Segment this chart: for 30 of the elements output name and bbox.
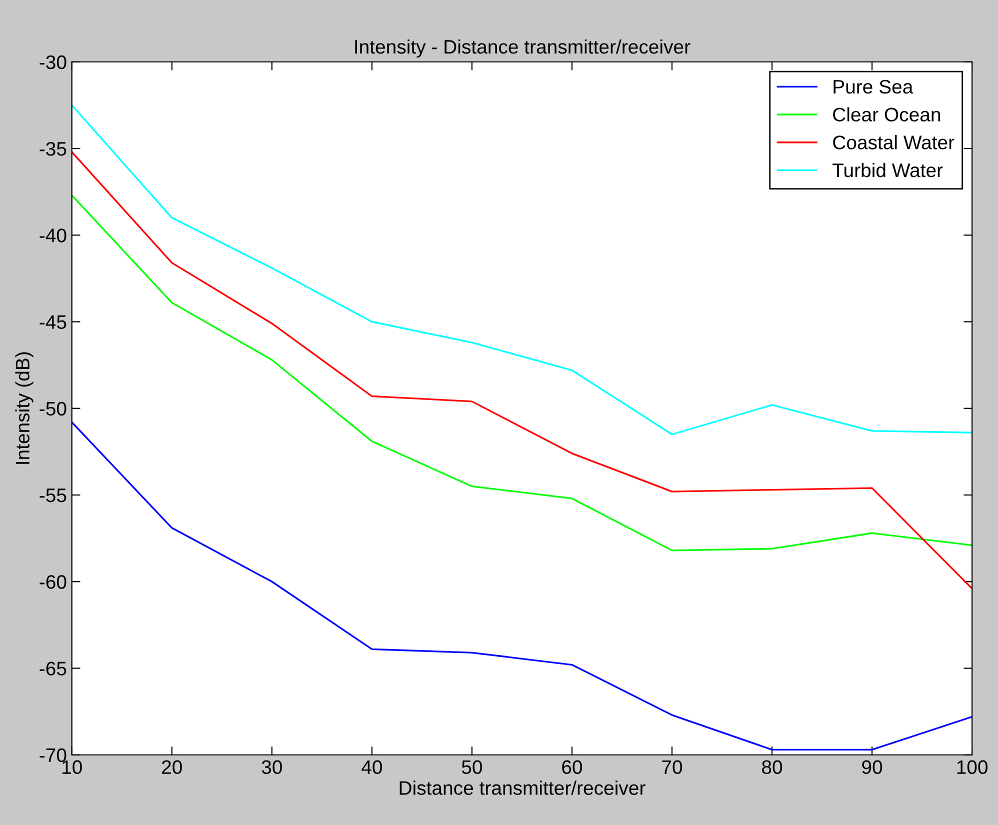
x-tick-label: 30 [262, 760, 282, 774]
x-tick-label: 80 [762, 760, 782, 774]
line-series [72, 421, 972, 751]
x-tick-label: 60 [562, 760, 582, 774]
y-tick-label: -60 [40, 575, 66, 589]
y-tick-label: -50 [40, 402, 66, 416]
x-tick-label: 50 [462, 760, 482, 774]
legend-label: Pure Sea [834, 80, 914, 94]
line-series [72, 194, 972, 552]
chart-title: Intensity - Distance transmitter/receiver [355, 39, 690, 58]
x-tick-label: 40 [362, 760, 382, 774]
y-tick-label: -40 [40, 228, 66, 242]
y-tick-label: -65 [40, 662, 66, 676]
x-tick-label: 70 [662, 760, 682, 774]
legend-label: Clear Ocean [833, 107, 940, 122]
line-series [72, 104, 972, 436]
line-series [72, 151, 972, 590]
legend-label: Turbid Water [832, 162, 943, 178]
x-tick-label: 90 [862, 760, 882, 774]
y-tick-label: -55 [40, 488, 66, 502]
x-tick-label: 100 [957, 760, 988, 774]
y-axis-title: Intensity (dB) [15, 352, 34, 464]
x-axis-title: Distance transmitter/receiver [400, 780, 646, 795]
x-tick-label: 10 [62, 760, 82, 774]
y-tick-label: -70 [40, 748, 66, 762]
y-tick-label: -35 [40, 142, 66, 156]
y-tick-label: -45 [40, 315, 66, 329]
legend-label: Coastal Water [833, 135, 954, 150]
y-tick-label: -30 [40, 55, 66, 70]
x-tick-label: 20 [162, 760, 182, 774]
